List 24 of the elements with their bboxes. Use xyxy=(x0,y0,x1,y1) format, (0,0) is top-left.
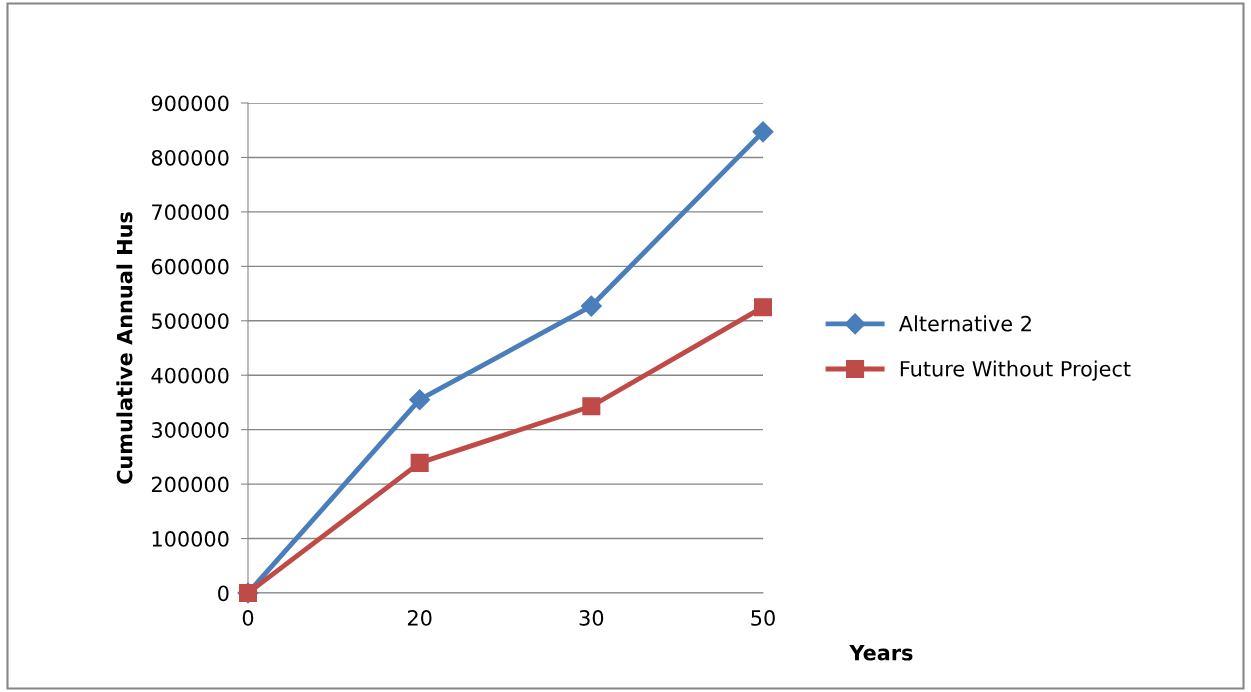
y-tick-label: 300000 xyxy=(152,422,229,438)
x-tick-label: 30 xyxy=(579,610,604,626)
legend-label: Alternative 2 xyxy=(898,315,1031,332)
y-tick-label: 400000 xyxy=(151,367,229,384)
point xyxy=(752,121,774,143)
point xyxy=(582,397,601,416)
point xyxy=(410,453,429,472)
y-axis-title: Cumulative Annual Hus xyxy=(116,212,133,484)
y-tick-label: 100000 xyxy=(152,531,229,547)
y-tick-label: 0 xyxy=(218,585,229,602)
y-tick-label: 600000 xyxy=(151,258,229,275)
point xyxy=(409,389,431,411)
y-tick-label: 700000 xyxy=(152,204,229,221)
x-tick-label: 20 xyxy=(407,610,432,626)
y-tick-label: 200000 xyxy=(151,476,229,493)
y-tick-label: 900000 xyxy=(151,95,229,112)
x-axis-title: Years xyxy=(849,645,913,661)
point xyxy=(753,298,773,317)
x-tick-label: 0 xyxy=(242,610,254,626)
x-tick-label: 50 xyxy=(751,610,775,626)
y-tick-label: 500000 xyxy=(152,313,229,329)
legend-label: Future Without Project xyxy=(900,360,1131,381)
point xyxy=(580,295,602,317)
y-tick-label: 800000 xyxy=(151,149,229,166)
